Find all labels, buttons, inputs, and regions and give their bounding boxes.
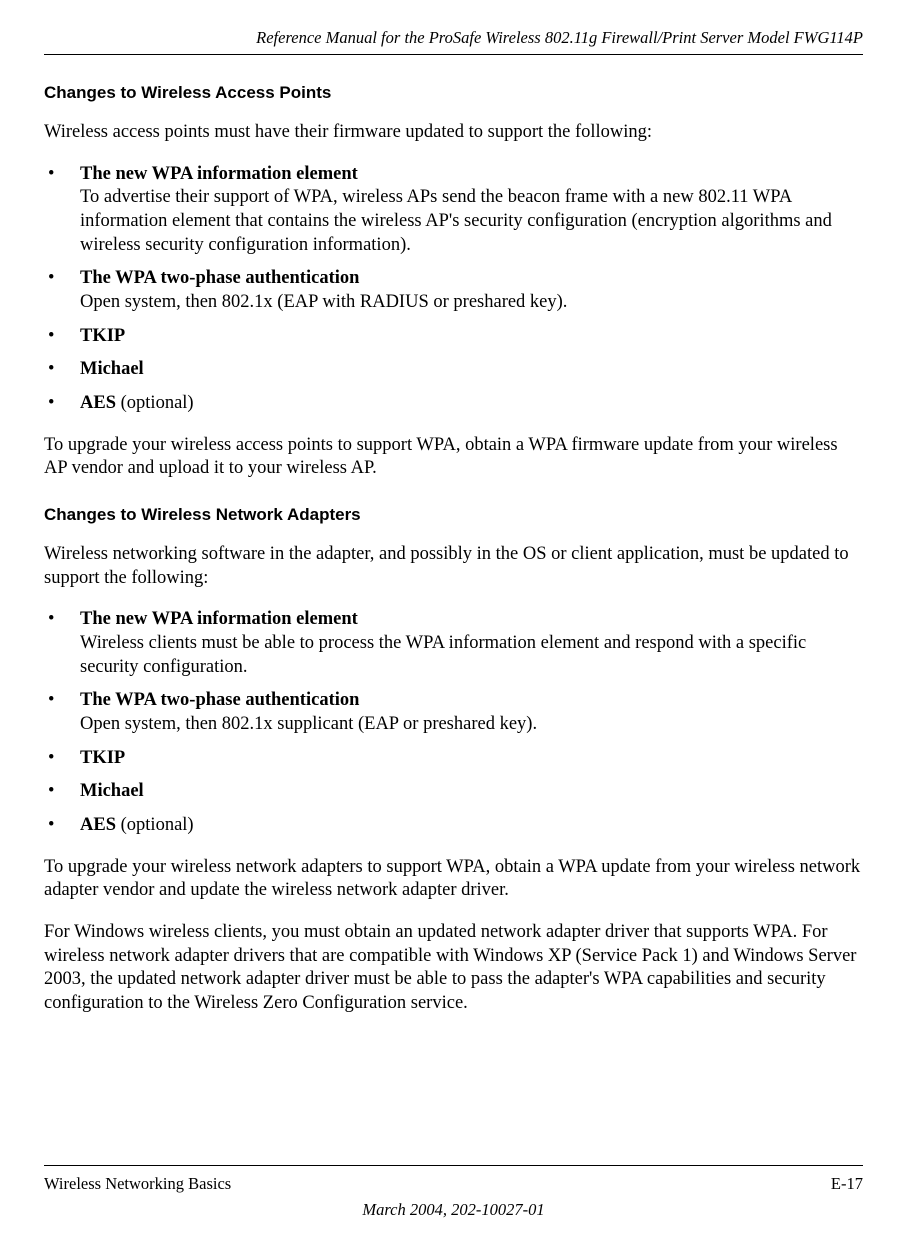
list-item-bold: The WPA two-phase authentication — [80, 690, 359, 710]
list-item-bold: The new WPA information element — [80, 164, 358, 184]
list-item: The new WPA information element Wireless … — [44, 608, 863, 679]
footer-rule — [44, 1165, 863, 1166]
header-rule — [44, 54, 863, 55]
list-item-bold: Michael — [80, 359, 144, 379]
section1-list: The new WPA information element To advert… — [44, 163, 863, 416]
list-item-bold: The new WPA information element — [80, 609, 358, 629]
list-item-bold: The WPA two-phase authentication — [80, 268, 359, 288]
list-item: AES (optional) — [44, 814, 863, 838]
section2-outro1: To upgrade your wireless network adapter… — [44, 856, 863, 903]
list-item: The new WPA information element To advert… — [44, 163, 863, 258]
section2-list: The new WPA information element Wireless … — [44, 608, 863, 837]
list-item-text: Open system, then 802.1x supplicant (EAP… — [80, 714, 537, 734]
footer-line2: March 2004, 202-10027-01 — [44, 1200, 863, 1220]
list-item: TKIP — [44, 325, 863, 349]
footer-line1: Wireless Networking Basics E-17 — [44, 1174, 863, 1194]
section2-heading: Changes to Wireless Network Adapters — [44, 505, 863, 525]
list-item-text: To advertise their support of WPA, wirel… — [80, 187, 832, 254]
list-item: Michael — [44, 358, 863, 382]
list-item-text: (optional) — [116, 393, 194, 413]
list-item-bold: AES — [80, 393, 116, 413]
list-item-text: (optional) — [116, 815, 194, 835]
list-item-bold: AES — [80, 815, 116, 835]
section1-outro: To upgrade your wireless access points t… — [44, 434, 863, 481]
list-item: The WPA two-phase authentication Open sys… — [44, 689, 863, 736]
section1-heading: Changes to Wireless Access Points — [44, 83, 863, 103]
list-item: TKIP — [44, 747, 863, 771]
list-item: The WPA two-phase authentication Open sys… — [44, 267, 863, 314]
list-item-bold: Michael — [80, 781, 144, 801]
page-footer: Wireless Networking Basics E-17 March 20… — [44, 1165, 863, 1220]
list-item: Michael — [44, 780, 863, 804]
section2-outro2: For Windows wireless clients, you must o… — [44, 921, 863, 1016]
list-item-bold: TKIP — [80, 748, 125, 768]
list-item-text: Open system, then 802.1x (EAP with RADIU… — [80, 292, 567, 312]
section2-intro: Wireless networking software in the adap… — [44, 543, 863, 590]
page-header-title: Reference Manual for the ProSafe Wireles… — [44, 28, 863, 48]
list-item-text: Wireless clients must be able to process… — [80, 633, 806, 677]
list-item-bold: TKIP — [80, 326, 125, 346]
section1-intro: Wireless access points must have their f… — [44, 121, 863, 145]
footer-left: Wireless Networking Basics — [44, 1174, 231, 1194]
list-item: AES (optional) — [44, 392, 863, 416]
footer-right: E-17 — [831, 1174, 863, 1194]
